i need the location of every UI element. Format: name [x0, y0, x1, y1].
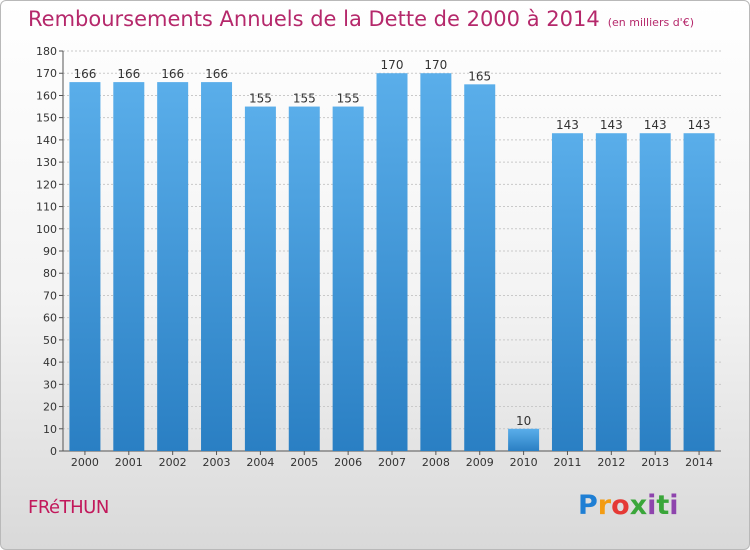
x-tick-label: 2014 — [685, 456, 713, 469]
bar — [201, 82, 233, 451]
value-label: 155 — [249, 92, 272, 106]
y-tick-label: 110 — [36, 201, 57, 214]
value-label: 10 — [516, 414, 531, 428]
value-label: 143 — [600, 118, 623, 132]
title-text: Remboursements Annuels de la Dette de 20… — [28, 7, 600, 31]
y-tick-label: 180 — [36, 45, 57, 58]
logo-letter: i — [647, 490, 657, 521]
chart-title: Remboursements Annuels de la Dette de 20… — [28, 7, 694, 31]
x-tick-label: 2013 — [641, 456, 669, 469]
proxiti-logo: Proxiti — [578, 490, 679, 521]
value-label: 170 — [381, 58, 404, 72]
x-tick-label: 2006 — [334, 456, 362, 469]
x-tick-label: 2005 — [290, 456, 318, 469]
logo-letter: x — [629, 490, 648, 521]
bar — [376, 73, 408, 451]
y-tick-label: 70 — [43, 289, 57, 302]
y-tick-label: 10 — [43, 423, 57, 436]
y-tick-label: 50 — [43, 334, 57, 347]
value-label: 143 — [644, 118, 667, 132]
y-tick-label: 90 — [43, 245, 57, 258]
y-tick-label: 30 — [43, 378, 57, 391]
x-tick-label: 2008 — [422, 456, 450, 469]
logo-letter: P — [578, 490, 598, 521]
y-tick-label: 80 — [43, 267, 57, 280]
x-tick-label: 2009 — [466, 456, 494, 469]
x-tick-label: 2007 — [378, 456, 406, 469]
y-tick-label: 130 — [36, 156, 57, 169]
value-label: 165 — [468, 69, 491, 83]
y-tick-label: 150 — [36, 112, 57, 125]
x-tick-label: 2000 — [71, 456, 99, 469]
bar — [244, 106, 276, 452]
value-label: 166 — [161, 67, 184, 81]
x-tick-label: 2011 — [553, 456, 581, 469]
value-label: 155 — [293, 92, 316, 106]
x-tick-label: 2001 — [115, 456, 143, 469]
y-tick-label: 140 — [36, 134, 57, 147]
title-unit: (en milliers d'€) — [607, 16, 694, 29]
logo-letter: r — [597, 490, 612, 521]
x-tick-label: 2010 — [510, 456, 538, 469]
y-tick-label: 170 — [36, 67, 57, 80]
value-label: 155 — [337, 92, 360, 106]
bar — [157, 82, 189, 451]
bar — [464, 84, 496, 451]
bar — [595, 133, 627, 451]
bar — [288, 106, 320, 452]
value-label: 166 — [73, 67, 96, 81]
y-tick-label: 100 — [36, 223, 57, 236]
bar-layer — [69, 73, 715, 452]
x-tick-label: 2002 — [159, 456, 187, 469]
bar — [420, 73, 452, 451]
value-label: 170 — [424, 58, 447, 72]
bar — [639, 133, 671, 451]
y-tick-label: 40 — [43, 356, 57, 369]
y-tick-label: 120 — [36, 178, 57, 191]
bar — [508, 428, 540, 451]
bar — [683, 133, 715, 451]
bar — [69, 82, 101, 451]
value-label: 166 — [117, 67, 140, 81]
x-tick-label: 2012 — [597, 456, 625, 469]
bar — [551, 133, 583, 451]
logo-letter: t — [656, 490, 670, 521]
y-tick-label: 60 — [43, 312, 57, 325]
value-label: 143 — [688, 118, 711, 132]
x-tick-label: 2003 — [203, 456, 231, 469]
commune-name: FRéTHUN — [28, 497, 109, 518]
y-tick-label: 0 — [50, 445, 57, 458]
logo-letter: i — [669, 490, 679, 521]
value-label: 166 — [205, 67, 228, 81]
label-layer: 166 166 166 166 155 155 155 170 170 165 10 143 143 14… — [73, 58, 710, 428]
value-label: 143 — [556, 118, 579, 132]
logo-letter: o — [611, 490, 630, 521]
y-tick-label: 160 — [36, 89, 57, 102]
bar — [332, 106, 364, 452]
y-tick-label: 20 — [43, 401, 57, 414]
bar — [113, 82, 145, 451]
x-tick-label: 2004 — [246, 456, 274, 469]
